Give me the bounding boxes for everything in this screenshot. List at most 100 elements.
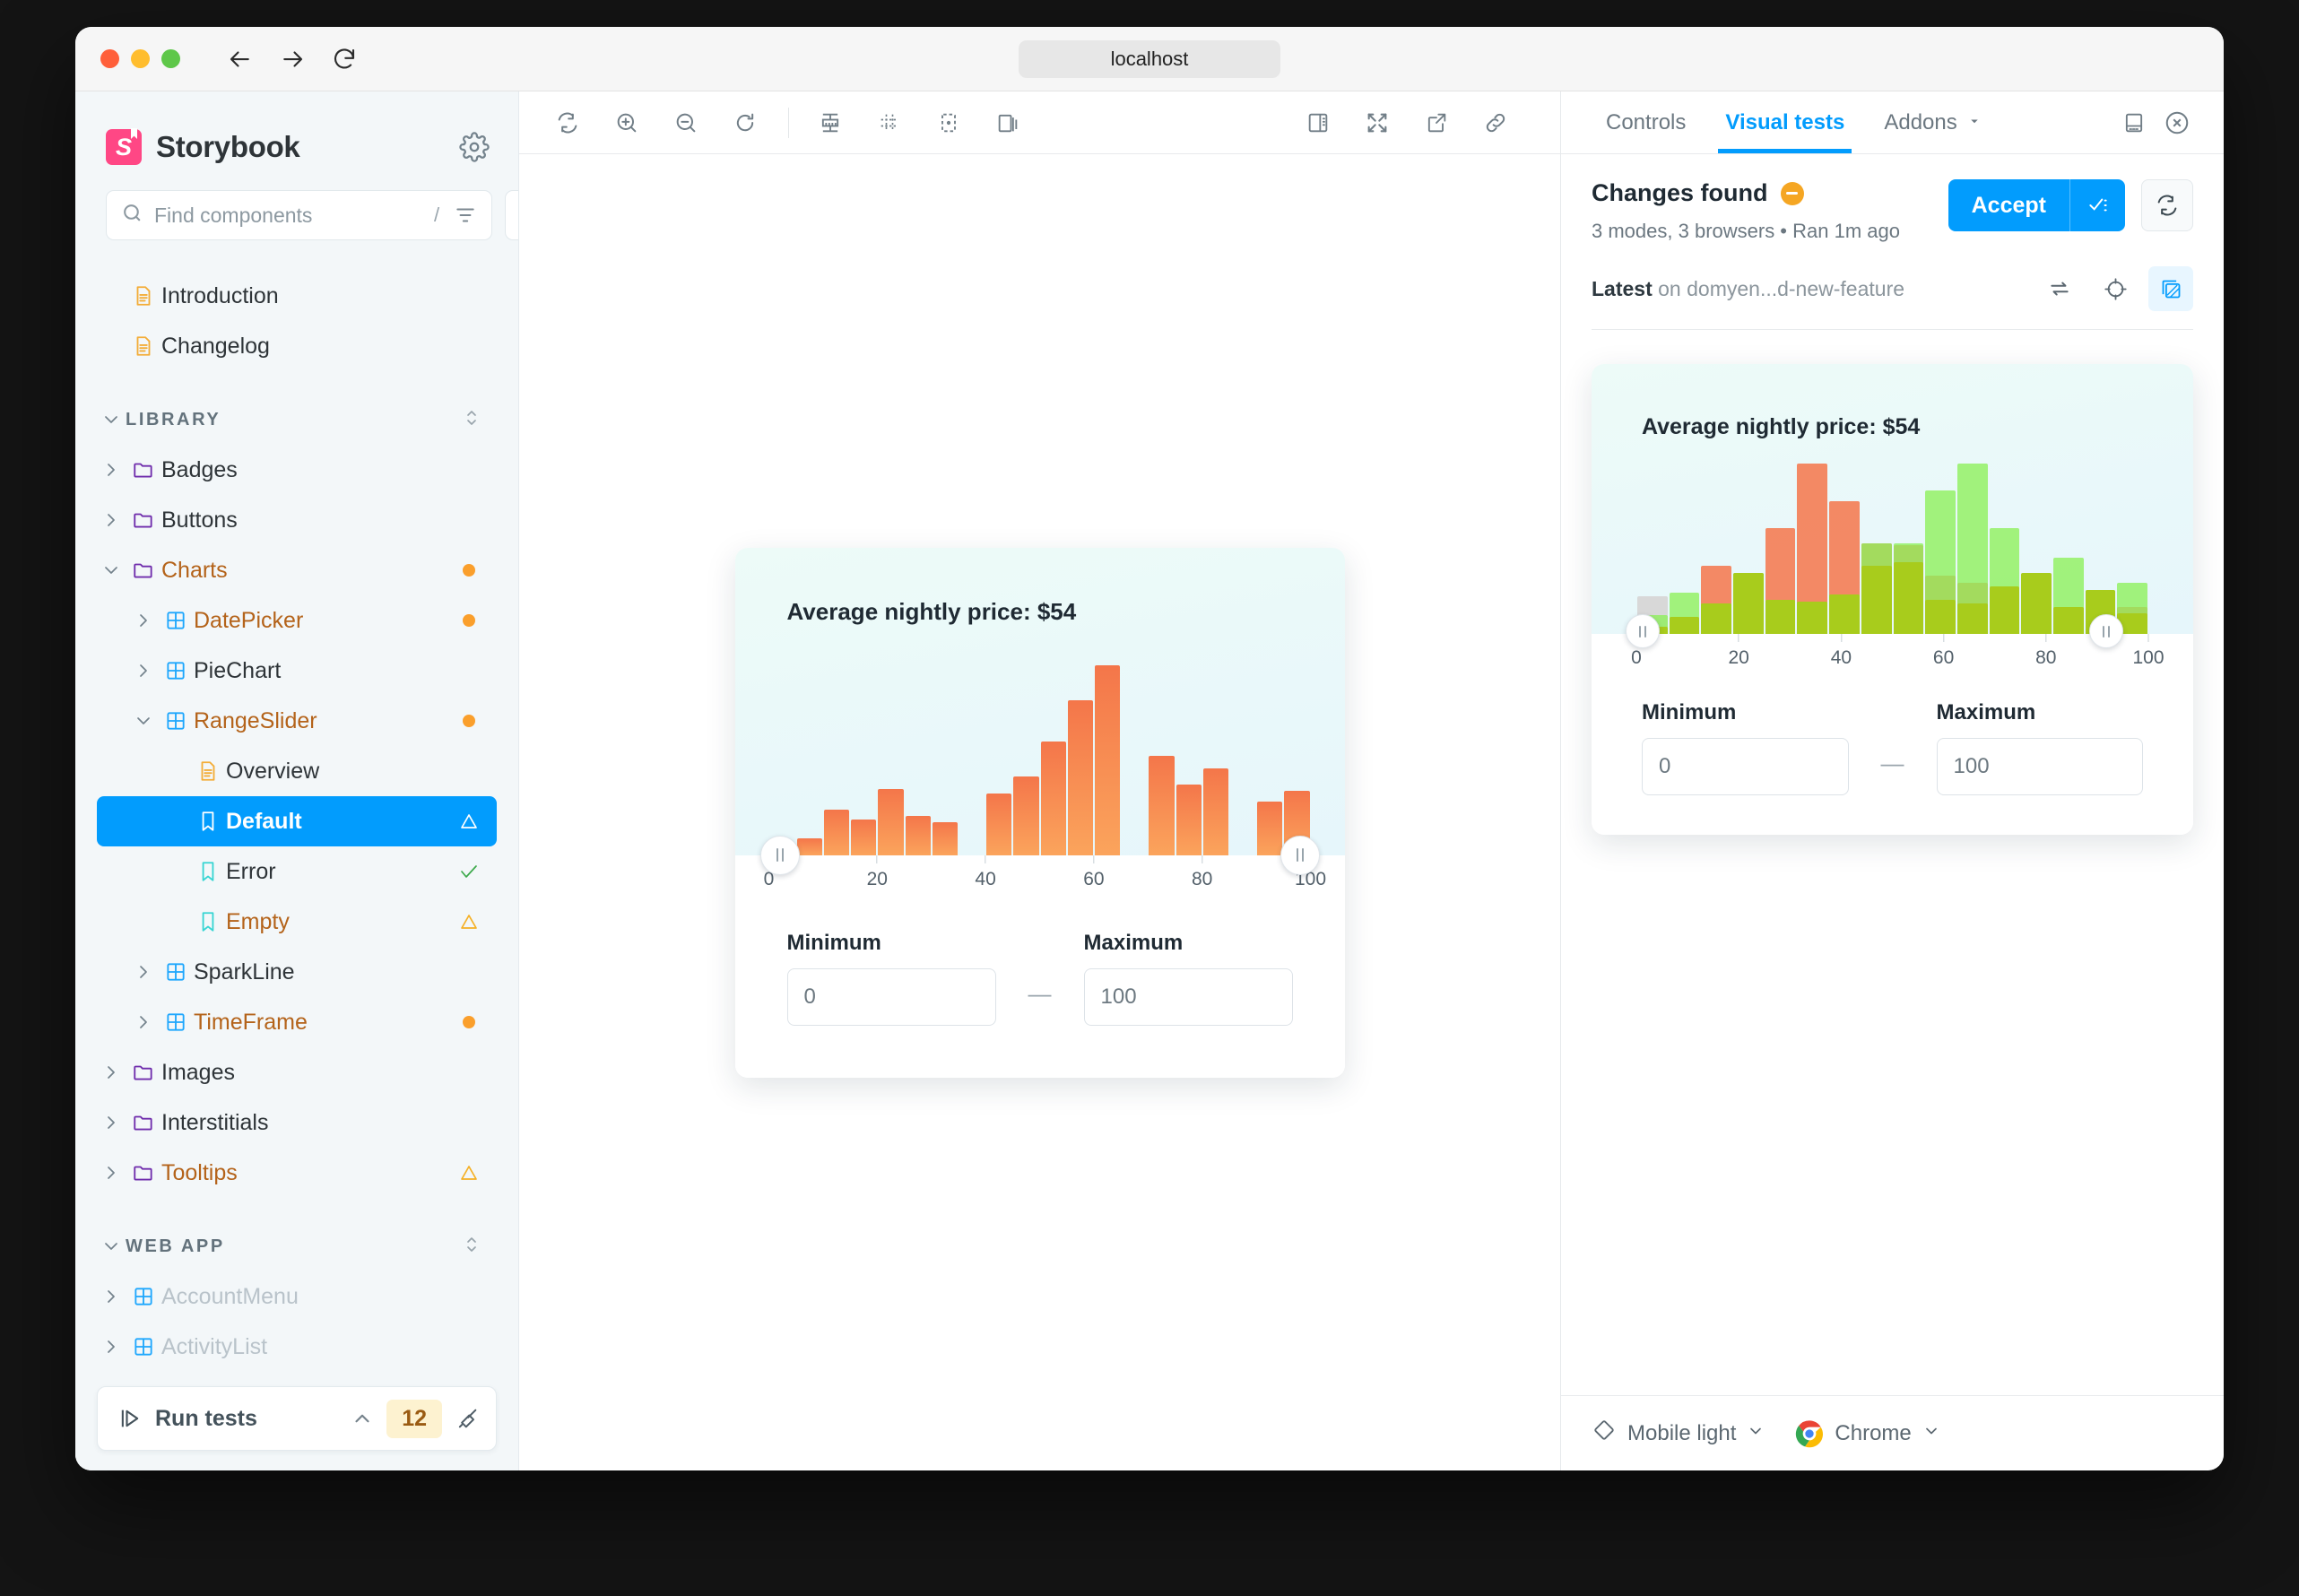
section-library[interactable]: LIBRARY — [97, 395, 497, 445]
back-icon[interactable] — [225, 44, 256, 74]
remount-icon[interactable] — [546, 101, 589, 144]
copy-link-icon[interactable] — [1474, 101, 1517, 144]
diff-layer-overlap — [1861, 566, 1892, 634]
minimize-window-button[interactable] — [131, 49, 150, 68]
sidebar-item-error[interactable]: Error — [97, 846, 497, 897]
accept-button[interactable]: Accept — [1948, 179, 2069, 231]
sidebar-item-tooltips[interactable]: Tooltips — [97, 1148, 497, 1198]
component-icon — [126, 1285, 161, 1308]
window-controls[interactable] — [100, 49, 180, 68]
axis-tick: 40 — [975, 854, 996, 890]
fullscreen-icon[interactable] — [1356, 101, 1399, 144]
diff-bar — [1733, 464, 1764, 634]
focus-icon[interactable] — [2093, 266, 2138, 311]
sidebar-item-empty[interactable]: Empty — [97, 897, 497, 947]
snapshot-range-separator: — — [1880, 750, 1904, 776]
chevron-down-icon[interactable] — [129, 710, 158, 732]
tab-visual-tests[interactable]: Visual tests — [1705, 91, 1864, 153]
maximize-window-button[interactable] — [161, 49, 180, 68]
chevron-right-icon[interactable] — [97, 1286, 126, 1307]
sidebar-item-changelog[interactable]: Changelog — [97, 321, 497, 371]
gear-icon[interactable] — [459, 132, 490, 162]
minimum-input[interactable]: 0 — [786, 967, 996, 1026]
reload-icon[interactable] — [329, 44, 360, 74]
expand-collapse-icon[interactable] — [461, 1234, 482, 1260]
broom-icon[interactable] — [455, 1406, 480, 1431]
range-handle-right[interactable] — [1280, 835, 1320, 875]
grid-icon[interactable] — [868, 101, 911, 144]
folder-icon — [126, 559, 161, 582]
branch-prefix: Latest — [1592, 276, 1653, 300]
chevron-down-icon[interactable] — [97, 559, 126, 581]
theme-diamond-icon — [1592, 1418, 1617, 1449]
address-bar[interactable]: localhost — [1019, 39, 1280, 78]
panel-position-icon[interactable] — [2112, 91, 2156, 153]
expand-collapse-icon[interactable] — [461, 407, 482, 433]
sidebar-item-timeframe[interactable]: TimeFrame — [97, 997, 497, 1047]
chevron-up-icon[interactable] — [351, 1407, 374, 1430]
sidebar-item-activitylist[interactable]: ActivityList — [97, 1322, 497, 1372]
folder-icon — [126, 1061, 161, 1084]
zoom-in-icon[interactable] — [605, 101, 648, 144]
open-new-tab-icon[interactable] — [1415, 101, 1458, 144]
chevron-right-icon[interactable] — [97, 1112, 126, 1133]
search-input[interactable] — [154, 203, 420, 228]
zoom-reset-icon[interactable] — [724, 101, 767, 144]
section-web-app[interactable]: WEB APP — [97, 1221, 497, 1271]
forward-icon[interactable] — [277, 44, 308, 74]
sidebar-item-label: Badges — [161, 456, 238, 482]
chevron-right-icon[interactable] — [97, 1336, 126, 1357]
sidebar-item-default[interactable]: Default — [97, 796, 497, 846]
mode-selector[interactable]: Mobile light — [1592, 1418, 1765, 1449]
measure-icon[interactable] — [809, 101, 852, 144]
sidebar-layout-icon[interactable] — [1297, 101, 1340, 144]
close-window-button[interactable] — [100, 49, 119, 68]
sidebar-item-buttons[interactable]: Buttons — [97, 495, 497, 545]
tab-addons[interactable]: Addons — [1864, 91, 2001, 153]
tab-controls[interactable]: Controls — [1586, 91, 1705, 153]
chevron-right-icon[interactable] — [97, 509, 126, 531]
accept-options-icon[interactable] — [2069, 179, 2125, 231]
zoom-out-icon[interactable] — [664, 101, 707, 144]
browser-selector[interactable]: Chrome — [1795, 1419, 1939, 1448]
diff-layer-overlap — [1925, 600, 1956, 634]
diff-icon[interactable] — [2148, 266, 2193, 311]
add-component-button[interactable] — [505, 190, 518, 240]
filter-icon[interactable] — [454, 204, 477, 227]
tick-label: 60 — [1932, 647, 1955, 668]
chevron-right-icon[interactable] — [97, 1062, 126, 1083]
tick-label: 40 — [975, 868, 996, 889]
sidebar-item-accountmenu[interactable]: AccountMenu — [97, 1271, 497, 1322]
maximum-input[interactable]: 100 — [1083, 967, 1293, 1026]
close-panel-icon[interactable] — [2156, 91, 2199, 153]
chevron-right-icon[interactable] — [97, 1162, 126, 1184]
range-handle-left[interactable] — [759, 835, 800, 875]
chevron-right-icon[interactable] — [129, 1011, 158, 1033]
chevron-right-icon[interactable] — [97, 459, 126, 481]
search-box[interactable]: / — [106, 190, 493, 240]
tick-mark — [985, 854, 986, 863]
sidebar-item-interstitials[interactable]: Interstitials — [97, 1097, 497, 1148]
snapshot-range-fields: Minimum 0 — Maximum 100 — [1592, 682, 2193, 835]
sidebar-item-overview[interactable]: Overview — [97, 746, 497, 796]
rerun-icon[interactable] — [2141, 179, 2193, 231]
status-dot-icon — [463, 564, 475, 577]
sidebar-item-datepicker[interactable]: DatePicker — [97, 595, 497, 646]
sidebar-item-sparkline[interactable]: SparkLine — [97, 947, 497, 997]
sidebar-item-charts[interactable]: Charts — [97, 545, 497, 595]
copy-icon[interactable] — [986, 101, 1029, 144]
sidebar-item-images[interactable]: Images — [97, 1047, 497, 1097]
swap-icon[interactable] — [2037, 266, 2082, 311]
play-icon — [117, 1406, 143, 1431]
outline-icon[interactable] — [927, 101, 970, 144]
chevron-right-icon[interactable] — [129, 610, 158, 631]
run-tests-bar[interactable]: Run tests 12 — [97, 1386, 497, 1451]
storybook-brand[interactable]: S Storybook — [106, 129, 300, 165]
sidebar-item-rangeslider[interactable]: RangeSlider — [97, 696, 497, 746]
snapshot-diff-card[interactable]: Average nightly price: $54 0 20 40 60 80 100 … — [1592, 364, 2193, 835]
sidebar-item-piechart[interactable]: PieChart — [97, 646, 497, 696]
chevron-right-icon[interactable] — [129, 660, 158, 681]
sidebar-item-introduction[interactable]: Introduction — [97, 271, 497, 321]
sidebar-item-badges[interactable]: Badges — [97, 445, 497, 495]
chevron-right-icon[interactable] — [129, 961, 158, 983]
